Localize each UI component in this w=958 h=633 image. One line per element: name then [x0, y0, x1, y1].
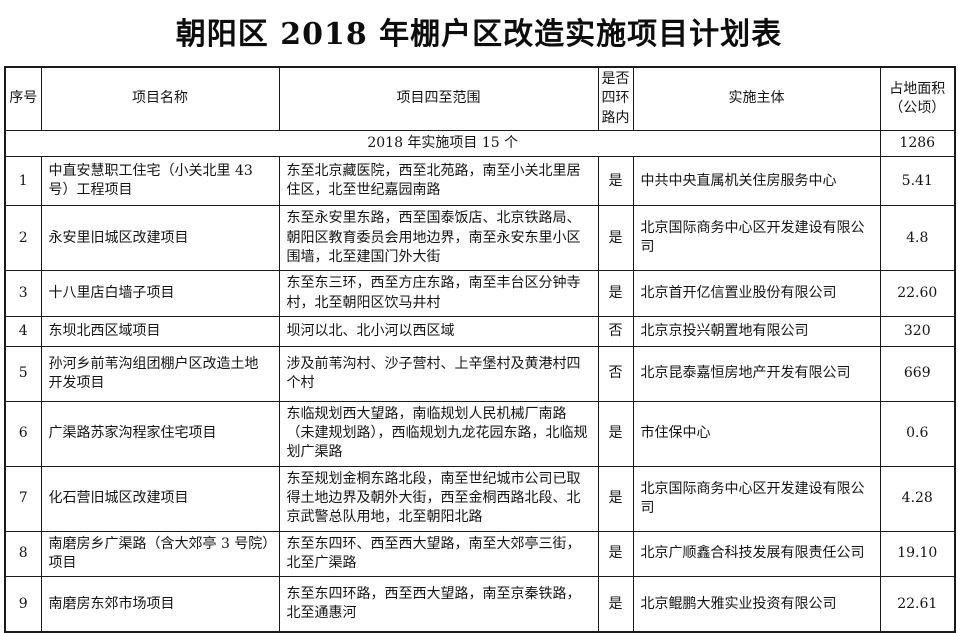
table-row: 4 东坝北西区域项目 坝河以北、北小河以西区域 否 北京京投兴朝置地有限公司 3…: [4, 315, 956, 347]
cell-in-ring: 是: [597, 400, 634, 467]
table-row: 7 化石营旧城区改建项目 东至规划金桐东路北段，南至世纪城市公司已取得土地边界及…: [4, 465, 956, 532]
cell-in-ring: 否: [597, 315, 634, 347]
cell-serial: 7: [4, 465, 42, 532]
cell-project-name: 十八里店白墙子项目: [40, 270, 280, 317]
cell-scope: 东至规划金桐东路北段，南至世纪城市公司已取得土地边界及朝外大街，西至金桐西路北段…: [278, 465, 599, 532]
cell-area: 4.8: [879, 205, 956, 272]
table-row: 5 孙河乡前苇沟组团棚户区改造土地开发项目 涉及前苇沟村、沙子营村、上辛堡村及黄…: [4, 345, 956, 402]
cell-serial: 5: [4, 345, 42, 402]
cell-serial: 1: [4, 156, 42, 207]
cell-entity: 北京国际商务中心区开发建设有限公司: [632, 205, 881, 272]
col-header-in-ring: 是否四环路内: [597, 66, 634, 131]
cell-entity: 北京广顺鑫合科技发展有限责任公司: [632, 530, 881, 578]
table-row: 3 十八里店白墙子项目 东至东三环，西至方庄东路，南至丰台区分钟寺村，北至朝阳区…: [4, 270, 956, 317]
cell-scope: 东至东四环路，西至西大望路，南至京秦铁路，北至通惠河: [278, 576, 599, 633]
cell-project-name: 南磨房东郊市场项目: [40, 576, 280, 633]
summary-label: 2018 年实施项目 15 个: [4, 129, 881, 158]
cell-area: 22.60: [879, 270, 956, 317]
cell-serial: 2: [4, 205, 42, 272]
cell-in-ring: 否: [597, 345, 634, 402]
cell-entity: 北京国际商务中心区开发建设有限公司: [632, 465, 881, 532]
table-row: 6 广渠路苏家沟程家住宅项目 东临规划西大望路，南临规划人民机械厂南路（未建规划…: [4, 400, 956, 467]
cell-in-ring: 是: [597, 270, 634, 317]
table-row: 8 南磨房乡广渠路（含大郊亭 3 号院）项目 东至东四环、西至西大望路，南至大郊…: [4, 530, 956, 578]
summary-area-value: 1286: [879, 129, 956, 158]
col-header-area: 占地面积（公顷）: [879, 66, 956, 131]
cell-serial: 9: [4, 576, 42, 633]
col-header-project-name: 项目名称: [40, 66, 280, 131]
cell-scope: 东至东三环，西至方庄东路，南至丰台区分钟寺村，北至朝阳区饮马井村: [278, 270, 599, 317]
cell-area: 19.10: [879, 530, 956, 578]
cell-project-name: 中直安慧职工住宅（小关北里 43 号）工程项目: [40, 156, 280, 207]
cell-in-ring: 是: [597, 465, 634, 532]
cell-scope: 东临规划西大望路，南临规划人民机械厂南路（未建规划路），西临规划九龙花园东路，北…: [278, 400, 599, 467]
summary-row: 2018 年实施项目 15 个 1286: [4, 129, 956, 158]
cell-serial: 6: [4, 400, 42, 467]
col-header-scope: 项目四至范围: [278, 66, 599, 131]
page-title: 朝阳区 2018 年棚户区改造实施项目计划表: [175, 17, 783, 52]
table-row: 1 中直安慧职工住宅（小关北里 43 号）工程项目 东至北京藏医院，西至北苑路，…: [4, 156, 956, 207]
cell-entity: 北京昆泰嘉恒房地产开发有限公司: [632, 345, 881, 402]
cell-project-name: 永安里旧城区改建项目: [40, 205, 280, 272]
cell-project-name: 东坝北西区域项目: [40, 315, 280, 347]
cell-project-name: 化石营旧城区改建项目: [40, 465, 280, 532]
cell-scope: 东至永安里东路，西至国泰饭店、北京铁路局、朝阳区教育委员会用地边界，南至永安东里…: [278, 205, 599, 272]
cell-serial: 8: [4, 530, 42, 578]
cell-serial: 3: [4, 270, 42, 317]
table-row: 9 南磨房东郊市场项目 东至东四环路，西至西大望路，南至京秦铁路，北至通惠河 是…: [4, 576, 956, 633]
projects-table: 序号 项目名称 项目四至范围 是否四环路内 实施主体 占地面积（公顷） 2018…: [4, 66, 956, 633]
cell-area: 0.6: [879, 400, 956, 467]
cell-scope: 东至东四环、西至西大望路，南至大郊亭三街，北至广渠路: [278, 530, 599, 578]
cell-scope: 东至北京藏医院，西至北苑路，南至小关北里居住区，北至世纪嘉园南路: [278, 156, 599, 207]
col-header-serial: 序号: [4, 66, 42, 131]
cell-area: 669: [879, 345, 956, 402]
cell-project-name: 广渠路苏家沟程家住宅项目: [40, 400, 280, 467]
cell-scope: 涉及前苇沟村、沙子营村、上辛堡村及黄港村四个村: [278, 345, 599, 402]
cell-project-name: 孙河乡前苇沟组团棚户区改造土地开发项目: [40, 345, 280, 402]
cell-in-ring: 是: [597, 205, 634, 272]
table-row: 2 永安里旧城区改建项目 东至永安里东路，西至国泰饭店、北京铁路局、朝阳区教育委…: [4, 205, 956, 272]
cell-area: 320: [879, 315, 956, 347]
cell-entity: 市住保中心: [632, 400, 881, 467]
cell-in-ring: 是: [597, 576, 634, 633]
cell-area: 4.28: [879, 465, 956, 532]
cell-scope: 坝河以北、北小河以西区域: [278, 315, 599, 347]
table-header-row: 序号 项目名称 项目四至范围 是否四环路内 实施主体 占地面积（公顷）: [4, 66, 956, 131]
cell-in-ring: 是: [597, 530, 634, 578]
col-header-entity: 实施主体: [632, 66, 881, 131]
cell-serial: 4: [4, 315, 42, 347]
cell-in-ring: 是: [597, 156, 634, 207]
cell-entity: 北京首开亿信置业股份有限公司: [632, 270, 881, 317]
cell-entity: 北京鲲鹏大雅实业投资有限公司: [632, 576, 881, 633]
cell-entity: 北京京投兴朝置地有限公司: [632, 315, 881, 347]
cell-project-name: 南磨房乡广渠路（含大郊亭 3 号院）项目: [40, 530, 280, 578]
cell-entity: 中共中央直属机关住房服务中心: [632, 156, 881, 207]
cell-area: 22.61: [879, 576, 956, 633]
cell-area: 5.41: [879, 156, 956, 207]
